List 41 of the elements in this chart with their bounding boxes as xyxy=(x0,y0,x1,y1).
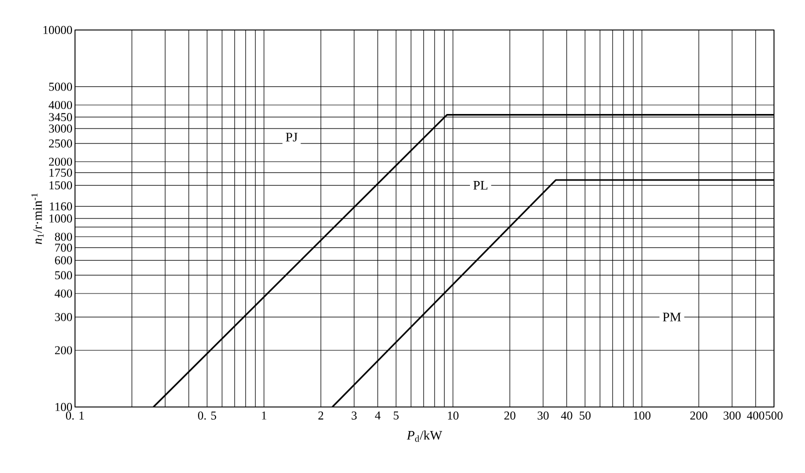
y-tick-label: 800 xyxy=(54,232,72,241)
y-tick-label: 600 xyxy=(54,256,72,264)
y-tick-label: 2500 xyxy=(49,139,72,148)
y-axis-title: n$_{1}$/r·min$^{-1}$ xyxy=(31,193,44,244)
y-tick-label: 500 xyxy=(55,271,72,280)
x-tick-label: 1 xyxy=(262,412,266,420)
x-tick-label: 100 xyxy=(634,412,650,420)
x-axis-title: P$_{d}$/kW xyxy=(406,430,442,442)
x-tick-label: 5 xyxy=(394,412,399,420)
x-tick-label: 50 xyxy=(580,412,591,420)
x-tick-label: 300 xyxy=(724,412,741,420)
x-tick-label: 4 xyxy=(374,412,381,420)
y-tick-label: 1750 xyxy=(50,168,72,177)
y-tick-label: 2000 xyxy=(49,158,72,166)
y-tick-label: 1000 xyxy=(50,214,72,223)
y-tick-label: 300 xyxy=(55,312,72,322)
y-tick-label: 700 xyxy=(55,244,72,252)
x-tick-label: 400 xyxy=(746,412,764,420)
x-tick-label: 10 xyxy=(448,412,458,420)
x-tick-label: 30 xyxy=(538,412,549,420)
y-tick-label: 10000 xyxy=(44,26,72,34)
y-tick-label: 5000 xyxy=(49,82,72,91)
x-tick-label: 200 xyxy=(690,412,708,420)
annotation: PL xyxy=(473,181,488,190)
y-tick-label: 1160 xyxy=(50,202,72,210)
y-tick-label: 3450 xyxy=(49,113,72,122)
x-tick-label: 40 xyxy=(560,412,572,420)
y-tick-label: 4000 xyxy=(48,100,72,110)
y-tick-label: 1500 xyxy=(50,181,72,190)
y-tick-label: 200 xyxy=(55,346,72,354)
x-tick-label: 20 xyxy=(504,412,516,420)
x-tick-label: 500 xyxy=(766,412,783,420)
annotation: PJ xyxy=(286,132,298,142)
annotation: PM xyxy=(662,312,681,322)
x-tick-label: 0. 1 xyxy=(66,412,84,420)
x-tick-label: 3 xyxy=(352,412,357,420)
y-tick-label: 3000 xyxy=(49,124,72,133)
x-tick-label: 0. 5 xyxy=(198,412,216,420)
x-tick-label: 2 xyxy=(318,412,324,420)
y-tick-label: 400 xyxy=(54,289,72,298)
y-tick-label: 100 xyxy=(56,402,72,412)
